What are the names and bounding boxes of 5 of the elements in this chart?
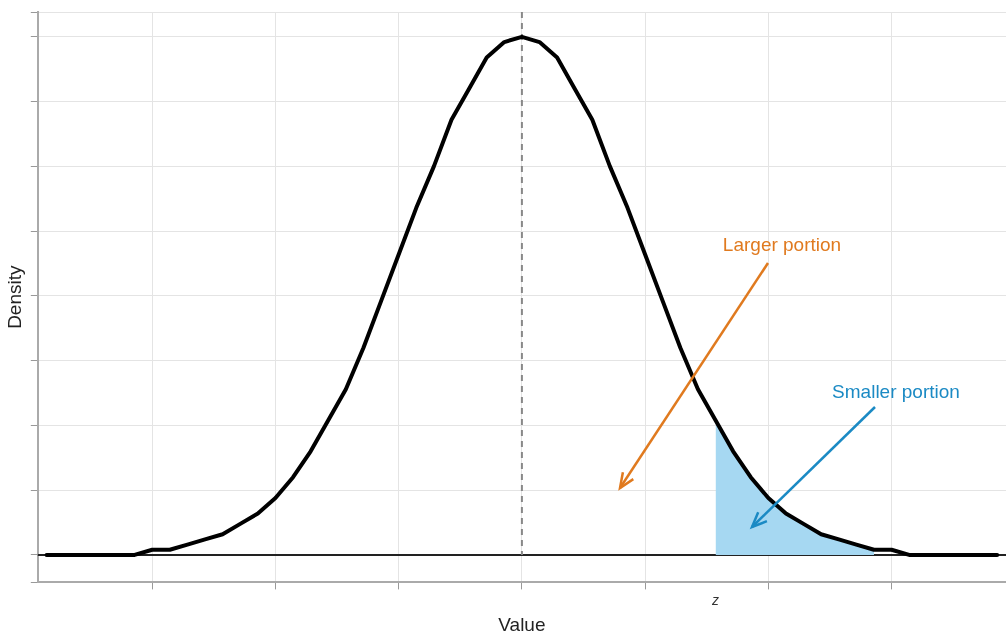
annotation: Larger portion [722,234,842,256]
annotation: Smaller portion [832,381,960,403]
text: z [712,592,720,609]
x-axis-title: Value [498,613,546,635]
y-axis-title: Density [3,265,25,329]
